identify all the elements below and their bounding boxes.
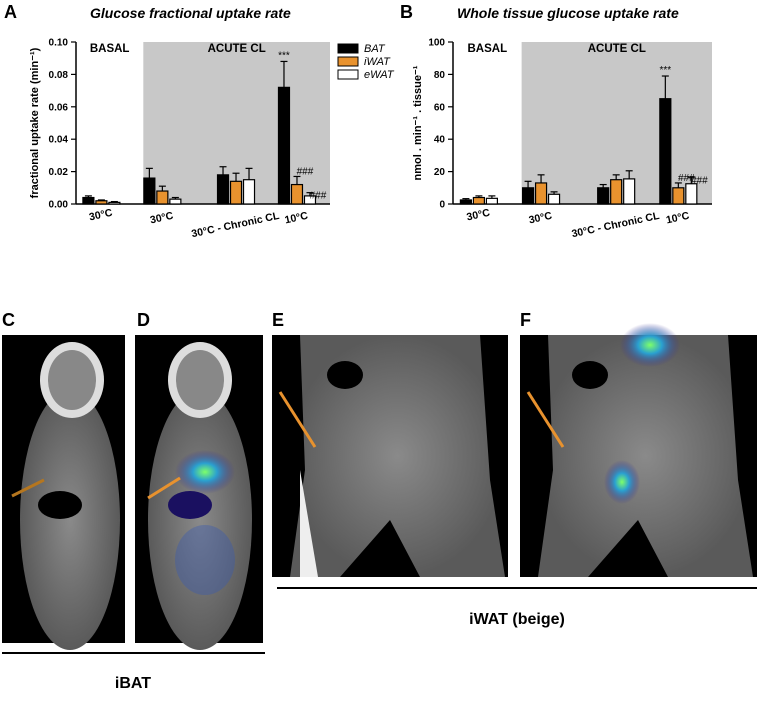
ct-image-c [2,335,125,650]
bar [95,200,108,205]
legend-label: BAT [364,43,386,55]
y-axis-label: nmol . min⁻¹ . tissue⁻¹ [412,65,424,180]
y-tick-label: 0.02 [49,167,69,178]
y-tick-label: 0.06 [49,102,69,113]
significance-label: *** [278,50,290,61]
bar [534,182,548,205]
bar [303,195,317,205]
bar [547,193,561,205]
x-tick-label: 10°C [665,210,691,227]
y-tick-label: 0 [439,200,445,211]
bar [82,196,95,205]
bar [472,196,485,205]
bar [169,198,182,205]
significance-label: ### [691,175,708,186]
x-tick-label: 30°C - Chronic CL [571,210,661,240]
bar [156,190,169,205]
region-shade [521,42,712,204]
x-tick-label: 30°C [466,207,492,224]
y-tick-label: 40 [434,135,446,146]
bar [672,187,685,205]
x-tick-label: 30°C [149,210,175,227]
bar [290,183,304,205]
significance-label: *** [659,65,671,76]
y-tick-label: 0.08 [49,70,69,81]
bar [659,98,672,205]
region-label: ACUTE CL [588,43,646,55]
chart-title: Whole tissue glucose uptake rate [457,5,679,21]
panel-label: E [272,310,284,330]
bar [242,179,256,205]
y-tick-label: 0.04 [49,135,69,146]
legend-swatch [337,56,359,67]
significance-label: ### [297,166,314,177]
pet-image-f [520,323,757,577]
x-tick-label: 30°C - Chronic CL [190,210,280,240]
panel-label: B [400,2,413,22]
y-axis-label: fractional uptake rate (min⁻¹) [29,47,41,198]
legend-swatch [337,69,359,80]
region-label: BASAL [468,43,508,55]
group-label: iBAT [115,675,151,692]
ct-image-e [272,335,508,577]
y-tick-label: 60 [434,102,446,113]
bar [229,180,243,205]
region-label: BASAL [90,43,130,55]
legend-label: iWAT [364,56,391,68]
group-label: iWAT (beige) [469,611,565,628]
significance-label: ### [310,191,327,202]
x-tick-label: 10°C [284,210,310,227]
bar [597,187,610,205]
panel-label: F [520,310,531,330]
y-tick-label: 80 [434,70,446,81]
y-tick-label: 0.00 [49,200,69,211]
bar [521,187,535,205]
region-label: ACUTE CL [208,43,266,55]
bar [216,174,230,205]
region-shade [143,42,330,204]
x-tick-label: 30°C [528,210,554,227]
bar [143,177,156,205]
panel-label: C [2,310,15,330]
bar [485,197,498,205]
bar [277,86,291,205]
pet-image-d [135,335,263,650]
chart-title: Glucose fractional uptake rate [90,5,291,21]
bar [685,183,698,205]
y-tick-label: 0.10 [49,38,69,49]
bar [623,178,636,205]
bar [459,199,472,205]
significance-label: ### [678,173,695,184]
x-tick-label: 30°C [88,207,114,224]
panel-label: D [137,310,150,330]
y-tick-label: 100 [428,38,445,49]
legend-swatch [337,43,359,54]
y-tick-label: 20 [434,167,446,178]
bar [108,201,121,205]
panel-label: A [4,2,17,22]
bar [610,179,623,205]
legend-label: eWAT [364,69,395,81]
